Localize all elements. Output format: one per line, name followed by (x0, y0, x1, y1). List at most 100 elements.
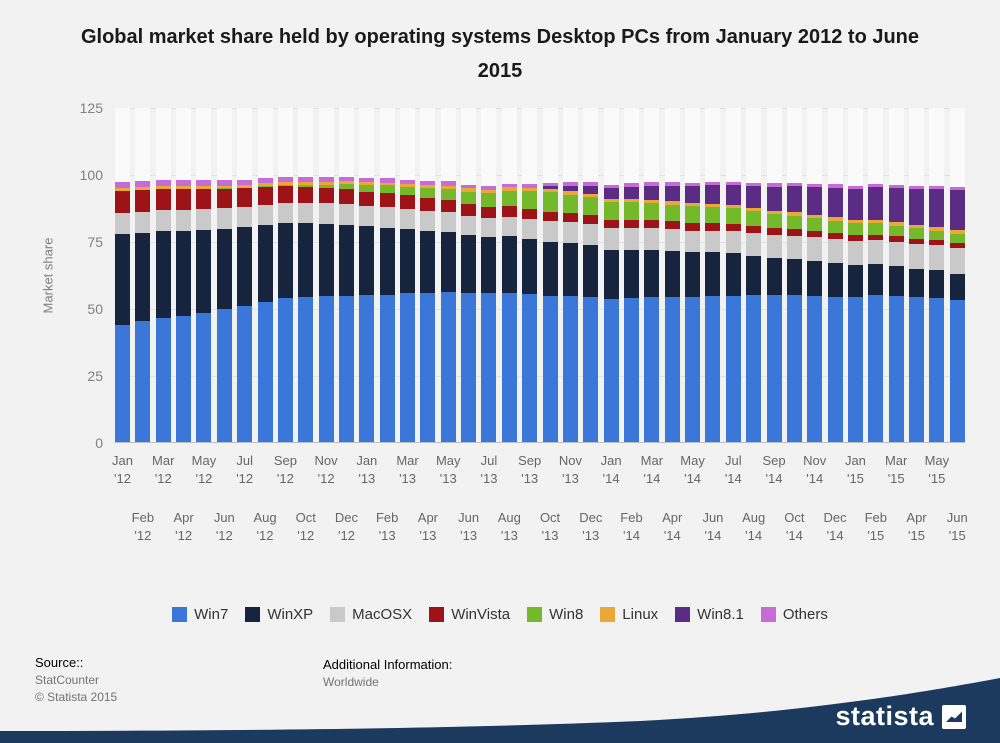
bar-segment-winxp[interactable] (929, 270, 945, 299)
stacked-bar[interactable] (746, 108, 762, 443)
bar-segment-win7[interactable] (155, 318, 171, 443)
bar-segment-win7[interactable] (379, 294, 395, 443)
bar-segment-win7[interactable] (216, 309, 232, 443)
bar-segment-winvista[interactable] (685, 222, 701, 231)
bar-segment-others[interactable] (623, 183, 639, 187)
bar-segment-win81[interactable] (888, 187, 904, 223)
bar-segment-winxp[interactable] (501, 236, 517, 294)
bar-segment-win8[interactable] (420, 187, 436, 199)
bar-segment-macosx[interactable] (176, 210, 192, 232)
bar-segment-others[interactable] (888, 184, 904, 188)
bar-segment-winxp[interactable] (481, 237, 497, 294)
bar-segment-winvista[interactable] (888, 236, 904, 242)
stacked-bar[interactable] (155, 108, 171, 443)
bar-segment-linux[interactable] (338, 181, 354, 185)
bar-segment-winvista[interactable] (135, 189, 151, 212)
bar-segment-linux[interactable] (644, 199, 660, 203)
bar-segment-linux[interactable] (583, 194, 599, 198)
bar-segment-win8[interactable] (786, 215, 802, 230)
bar-segment-linux[interactable] (807, 214, 823, 219)
legend-item-win81[interactable]: Win8.1 (675, 606, 744, 623)
bar-segment-win7[interactable] (746, 295, 762, 443)
stacked-bar[interactable] (583, 108, 599, 443)
bar-segment-win7[interactable] (929, 298, 945, 443)
bar-segment-others[interactable] (929, 185, 945, 189)
bar-segment-others[interactable] (379, 178, 395, 183)
stacked-bar[interactable] (359, 108, 375, 443)
bar-segment-winvista[interactable] (562, 212, 578, 223)
bar-segment-winvista[interactable] (277, 186, 293, 204)
bar-segment-winvista[interactable] (461, 203, 477, 216)
bar-segment-winxp[interactable] (766, 258, 782, 296)
bar-segment-linux[interactable] (949, 229, 965, 235)
bar-segment-win8[interactable] (909, 228, 925, 239)
bar-segment-linux[interactable] (888, 222, 904, 226)
bar-segment-winvista[interactable] (705, 223, 721, 231)
bar-segment-others[interactable] (603, 184, 619, 189)
bar-segment-linux[interactable] (847, 219, 863, 224)
stacked-bar[interactable] (644, 108, 660, 443)
bar-segment-macosx[interactable] (786, 235, 802, 260)
bar-segment-win7[interactable] (461, 292, 477, 443)
stacked-bar[interactable] (115, 108, 130, 443)
stacked-bar[interactable] (196, 108, 212, 443)
bar-segment-others[interactable] (786, 183, 802, 187)
bar-segment-others[interactable] (359, 178, 375, 183)
bar-segment-macosx[interactable] (338, 203, 354, 225)
bar-segment-win8[interactable] (277, 184, 293, 187)
bar-segment-linux[interactable] (176, 186, 192, 190)
bar-segment-win8[interactable] (562, 194, 578, 213)
bar-segment-macosx[interactable] (196, 209, 212, 230)
bar-segment-others[interactable] (827, 184, 843, 188)
stacked-bar[interactable] (766, 108, 782, 443)
bar-segment-others[interactable] (461, 184, 477, 189)
bar-segment-winvista[interactable] (298, 186, 314, 204)
bar-segment-winxp[interactable] (379, 227, 395, 295)
bar-segment-winxp[interactable] (135, 232, 151, 322)
bar-segment-linux[interactable] (481, 189, 497, 194)
bar-segment-linux[interactable] (379, 182, 395, 186)
bar-segment-macosx[interactable] (807, 237, 823, 262)
bar-segment-win81[interactable] (705, 184, 721, 204)
stacked-bar[interactable] (440, 108, 456, 443)
bar-segment-macosx[interactable] (623, 228, 639, 250)
bar-segment-others[interactable] (746, 182, 762, 186)
bar-segment-win7[interactable] (176, 315, 192, 443)
bar-segment-win8[interactable] (705, 207, 721, 223)
bar-segment-win7[interactable] (196, 313, 212, 443)
bar-segment-winvista[interactable] (807, 231, 823, 238)
bar-segment-win81[interactable] (746, 185, 762, 208)
stacked-bar[interactable] (298, 108, 314, 443)
bar-segment-others[interactable] (909, 185, 925, 189)
bar-segment-macosx[interactable] (318, 203, 334, 224)
bar-segment-winvista[interactable] (501, 206, 517, 217)
bar-segment-macosx[interactable] (237, 206, 253, 228)
bar-segment-macosx[interactable] (481, 217, 497, 238)
bar-segment-win7[interactable] (440, 292, 456, 443)
bar-segment-win7[interactable] (807, 295, 823, 443)
bar-segment-winvista[interactable] (400, 195, 416, 209)
stacked-bar[interactable] (847, 108, 863, 443)
stacked-bar[interactable] (868, 108, 884, 443)
bar-segment-win7[interactable] (603, 299, 619, 443)
bar-segment-win7[interactable] (909, 297, 925, 443)
bar-segment-win7[interactable] (338, 295, 354, 443)
stacked-bar[interactable] (237, 108, 253, 443)
bar-segment-winxp[interactable] (277, 223, 293, 299)
bar-segment-win81[interactable] (542, 186, 558, 190)
bar-segment-others[interactable] (562, 182, 578, 186)
stacked-bar[interactable] (562, 108, 578, 443)
bar-segment-linux[interactable] (766, 210, 782, 215)
bar-segment-win81[interactable] (603, 188, 619, 199)
bar-segment-macosx[interactable] (359, 206, 375, 227)
bar-segment-others[interactable] (644, 182, 660, 186)
bar-segment-winxp[interactable] (685, 252, 701, 298)
bar-segment-macosx[interactable] (766, 235, 782, 259)
bar-segment-macosx[interactable] (705, 230, 721, 253)
bar-segment-win7[interactable] (644, 297, 660, 443)
legend-item-winxp[interactable]: WinXP (245, 606, 313, 623)
bar-segment-win7[interactable] (766, 295, 782, 443)
bar-segment-macosx[interactable] (542, 221, 558, 242)
bar-segment-macosx[interactable] (216, 207, 232, 229)
bar-segment-winxp[interactable] (644, 249, 660, 298)
